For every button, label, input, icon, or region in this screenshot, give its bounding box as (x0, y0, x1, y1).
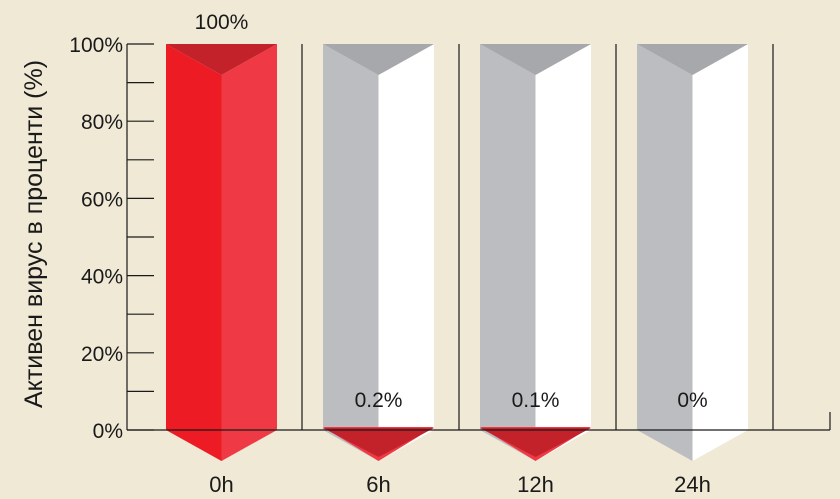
value-label: 0% (677, 389, 707, 412)
y-axis-label: Активен вирус в проценти (%) (20, 60, 48, 408)
bars-group (166, 44, 748, 461)
bar-empty-top-cap (480, 44, 591, 75)
bar-6h (323, 44, 434, 461)
bar-top-cap (166, 44, 277, 75)
bar-empty-top-cap (637, 44, 748, 75)
y-tick-label: 40% (81, 266, 123, 289)
value-label: 0.1% (512, 389, 560, 412)
bar-empty-right-face (692, 44, 748, 461)
bar-24h (637, 44, 748, 461)
y-tick-label: 100% (69, 34, 123, 57)
bar-empty-left-face (323, 44, 379, 461)
y-tick-label: 60% (81, 188, 123, 211)
x-tick-label: 24h (674, 472, 711, 497)
bar-active-cap (480, 428, 591, 457)
axes-group (126, 43, 831, 431)
x-tick-label: 6h (366, 472, 390, 497)
bar-empty-left-face (637, 44, 693, 461)
bar-left-face (166, 44, 222, 461)
y-tick-label: 20% (81, 343, 123, 366)
x-tick-label: 12h (517, 472, 554, 497)
bar-empty-right-face (535, 44, 591, 461)
value-label: 0.2% (355, 389, 403, 412)
bar-empty-top-cap (323, 44, 434, 75)
bar-12h (480, 44, 591, 461)
bar-active-cap (323, 428, 434, 457)
bar-right-face (221, 44, 277, 461)
bar-0h (166, 44, 277, 461)
y-tick-label: 80% (81, 111, 123, 134)
y-tick-label: 0% (93, 420, 123, 443)
labels-group: 100% 0h 0.2% 6h 0.1% 12h 0% 24h 0% 20% 40% 60% 80% 10… (69, 11, 711, 497)
bar-empty-left-face (480, 44, 536, 461)
x-tick-label: 0h (209, 472, 233, 497)
value-label: 100% (195, 11, 249, 34)
bar-empty-right-face (378, 44, 434, 461)
